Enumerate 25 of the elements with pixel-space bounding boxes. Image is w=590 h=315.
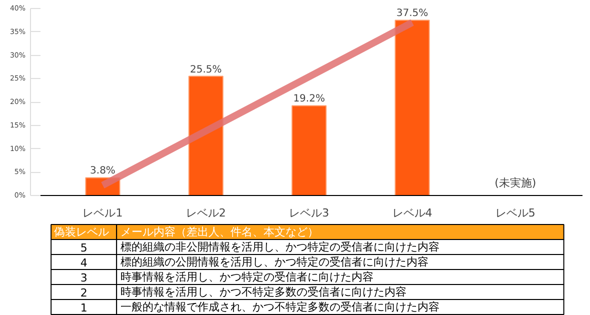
data-label: 3.8% — [90, 166, 116, 177]
bar — [188, 76, 224, 196]
text: メール内容（差出人、件名、本文など） — [120, 226, 318, 238]
text: 標的組織の公開情報を活用し、かつ特定の受信者に向けた内容 — [120, 256, 428, 268]
text: 一般的な情報で作成され、かつ不特定多数の受信者に向けた内容 — [120, 300, 440, 314]
text: 標的組織の非公開情報を活用し、かつ特定の受信者に向けた内容 — [120, 240, 440, 254]
data-label: 37.5% — [396, 8, 428, 20]
text: 4 — [80, 256, 88, 270]
text: 時事情報を活用し、かつ不特定多数の受信者に向けた内容 — [120, 286, 406, 298]
text: 3 — [80, 272, 88, 284]
text: 偽装レベル — [54, 226, 109, 238]
text: 5 — [80, 242, 88, 254]
data-label: 25.5% — [190, 64, 222, 76]
text: 時事情報を活用し、かつ特定の受信者に向けた内容 — [120, 270, 374, 284]
text: 1 — [80, 302, 88, 314]
bar — [292, 105, 327, 196]
bar — [394, 20, 430, 196]
x-tick-label: レベル1 — [82, 206, 123, 220]
x-tick-label: レベル2 — [186, 206, 226, 220]
x-tick-label: レベル5 — [495, 206, 536, 220]
data-label: 19.2% — [293, 94, 325, 105]
x-tick-label: レベル3 — [289, 206, 330, 220]
x-tick-label: レベル4 — [392, 206, 432, 220]
annotation: (未実施) — [494, 176, 536, 190]
text: 2 — [80, 286, 88, 300]
